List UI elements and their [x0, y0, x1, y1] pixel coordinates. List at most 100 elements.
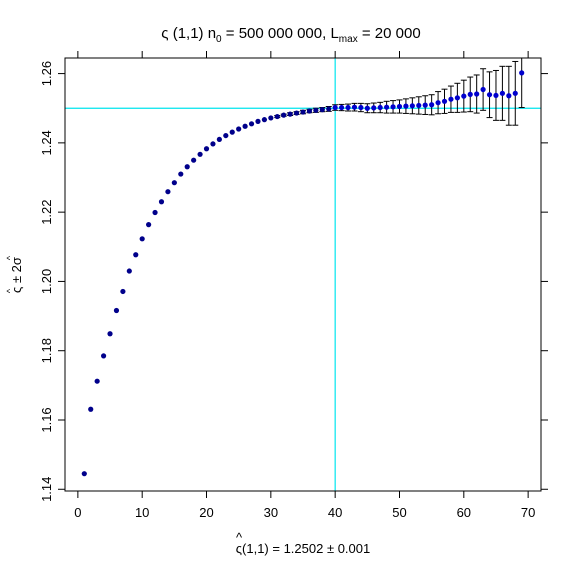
data-point — [390, 104, 396, 110]
y-axis-hat-left: ^ — [5, 288, 15, 293]
data-point — [486, 92, 493, 98]
chart-title: ς (1,1) n0 = 500 000 000, Lmax = 20 000 — [161, 25, 420, 45]
data-point — [248, 121, 255, 127]
data-point — [113, 307, 120, 314]
data-point — [197, 151, 203, 157]
title-l-subscript: max — [339, 34, 358, 45]
x-tick-label: 10 — [135, 505, 149, 520]
data-point — [261, 117, 268, 123]
y-axis-title: ς ± 2σ — [9, 257, 24, 293]
x-tick-label: 0 — [74, 505, 81, 520]
data-point — [512, 90, 518, 96]
data-point — [345, 104, 351, 111]
data-point — [396, 103, 403, 110]
data-point — [461, 93, 467, 99]
y-axis-hat-right: ^ — [5, 255, 15, 260]
data-point — [435, 100, 441, 106]
data-point — [158, 199, 165, 205]
data-point — [422, 102, 428, 108]
data-point — [178, 171, 184, 177]
data-point — [371, 105, 377, 111]
data-point — [274, 113, 280, 120]
data-point — [306, 108, 313, 114]
data-point — [300, 109, 306, 115]
data-point — [184, 164, 190, 170]
x-tick-label: 20 — [199, 505, 213, 520]
data-point — [480, 86, 486, 93]
data-point — [107, 331, 113, 337]
data-point — [81, 471, 87, 477]
y-tick-label: 1.14 — [39, 477, 54, 502]
y-axis: 1.14 1.16 1.18 1.20 1.22 1.24 1.26 — [39, 61, 548, 502]
data-point — [467, 91, 473, 97]
y-tick-label: 1.22 — [39, 199, 54, 224]
data-point — [429, 102, 435, 108]
data-point — [281, 112, 287, 118]
y-tick-label: 1.16 — [39, 407, 54, 432]
data-point — [88, 406, 94, 412]
data-point — [338, 104, 345, 111]
data-point — [293, 110, 300, 116]
x-tick-label: 50 — [392, 505, 406, 520]
x-tick-label: 30 — [264, 505, 278, 520]
data-layer — [81, 58, 525, 477]
data-point — [146, 222, 152, 228]
data-point — [499, 90, 506, 96]
title-l-value: = 20 000 — [358, 25, 421, 42]
y-axis-title-group: ^ ς ± 2σ ^ — [5, 255, 24, 293]
plot-frame — [64, 57, 542, 492]
data-point — [441, 98, 448, 104]
data-point — [236, 126, 242, 132]
data-point — [493, 92, 499, 99]
data-point — [319, 107, 325, 113]
data-point — [100, 353, 107, 359]
reference-lines — [65, 58, 541, 491]
y-tick-label: 1.24 — [39, 130, 54, 155]
data-point — [358, 104, 364, 111]
data-point — [474, 91, 480, 97]
data-point — [519, 70, 525, 76]
data-point — [191, 157, 197, 163]
data-point — [409, 103, 415, 109]
title-n-subscript: 0 — [216, 34, 222, 45]
y-tick-label: 1.18 — [39, 338, 54, 363]
data-point — [94, 378, 100, 384]
data-point — [229, 129, 235, 135]
data-point — [448, 96, 454, 102]
data-point — [165, 189, 171, 195]
title-n-value: = 500 000 000, L — [222, 25, 339, 42]
data-point — [152, 209, 158, 216]
data-point — [171, 180, 177, 186]
data-point — [268, 115, 274, 121]
title-main: ς (1,1) n — [161, 25, 216, 42]
data-point — [139, 236, 145, 242]
data-point — [403, 103, 409, 109]
data-point — [506, 93, 512, 99]
x-axis-hat: ^ — [236, 530, 243, 545]
x-tick-label: 40 — [328, 505, 342, 520]
data-point — [255, 118, 261, 124]
x-tick-label: 70 — [521, 505, 535, 520]
data-point — [377, 104, 383, 111]
data-point — [126, 268, 132, 274]
data-point — [216, 136, 222, 143]
data-point — [242, 123, 248, 129]
data-point — [203, 146, 210, 152]
y-tick-label: 1.20 — [39, 269, 54, 294]
data-point — [223, 132, 229, 139]
x-axis-title: ς(1,1) = 1.2502 ± 0.001 — [236, 541, 370, 556]
x-axis: 0 10 20 30 40 50 60 70 — [74, 51, 535, 520]
data-point — [210, 141, 216, 147]
data-point — [416, 102, 422, 109]
data-point — [454, 95, 460, 101]
data-point — [332, 104, 338, 111]
data-point — [364, 105, 370, 111]
data-point — [120, 288, 126, 295]
data-point — [384, 104, 390, 110]
y-tick-label: 1.26 — [39, 61, 54, 86]
data-point — [287, 111, 293, 117]
data-point — [313, 107, 319, 113]
data-point — [133, 252, 139, 258]
data-point — [351, 104, 358, 110]
